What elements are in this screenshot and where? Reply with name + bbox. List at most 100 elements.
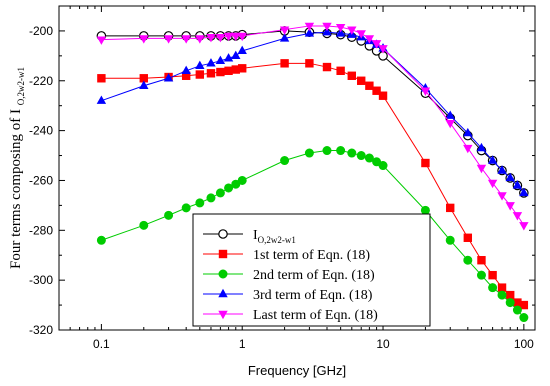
data-point bbox=[476, 142, 487, 152]
data-point bbox=[497, 290, 507, 300]
y-axis-title: Four terms composing of I O,2w2-w1 bbox=[8, 67, 26, 269]
data-point bbox=[96, 235, 106, 245]
x-tick-label: 10 bbox=[376, 337, 390, 351]
data-point bbox=[463, 127, 473, 137]
data-point bbox=[488, 270, 497, 280]
data-point bbox=[195, 35, 205, 44]
data-point bbox=[463, 255, 473, 265]
data-point bbox=[279, 33, 290, 42]
data-point bbox=[519, 222, 529, 231]
data-point bbox=[215, 55, 226, 65]
legend-label: Last term of Eqn. (18) bbox=[253, 308, 378, 323]
data-point bbox=[163, 35, 174, 44]
data-point bbox=[139, 74, 148, 83]
data-point bbox=[223, 53, 234, 62]
ticks-layer: -320 -300 -280 -260 -240 -220 -200 0.1 1 10 100 bbox=[29, 6, 535, 351]
x-tick-label: 100 bbox=[514, 337, 534, 351]
y-tick-label: -240 bbox=[29, 124, 53, 138]
data-point bbox=[364, 153, 374, 163]
data-point bbox=[357, 76, 366, 85]
data-point bbox=[322, 22, 332, 32]
data-point bbox=[96, 95, 107, 104]
data-point bbox=[181, 71, 191, 80]
data-point bbox=[476, 270, 486, 280]
legend-box bbox=[192, 213, 431, 327]
data-point bbox=[238, 64, 247, 73]
series-line bbox=[101, 30, 525, 194]
data-point bbox=[96, 36, 107, 45]
data-point bbox=[215, 188, 225, 198]
data-point bbox=[519, 300, 529, 310]
data-point bbox=[347, 26, 357, 35]
legend-label: 1st term of Eqn. (18) bbox=[253, 248, 370, 263]
data-point bbox=[505, 202, 515, 211]
data-point bbox=[488, 283, 498, 293]
y-tick-label: -200 bbox=[29, 24, 53, 38]
data-point bbox=[305, 59, 314, 68]
x-tick-label: 1 bbox=[239, 337, 246, 351]
data-point bbox=[224, 66, 233, 75]
series-5 bbox=[96, 22, 529, 231]
series-line bbox=[101, 62, 525, 306]
legend-marker bbox=[218, 310, 228, 320]
data-point bbox=[237, 45, 247, 55]
data-point bbox=[237, 32, 247, 42]
data-point bbox=[195, 60, 205, 70]
data-point bbox=[206, 33, 216, 43]
data-point bbox=[163, 73, 174, 82]
data-point bbox=[487, 179, 498, 189]
y-tick-label: -320 bbox=[29, 323, 53, 337]
x-tick-label: 0.1 bbox=[93, 337, 110, 351]
legend-label: 2nd term of Eqn. (18) bbox=[253, 268, 375, 283]
legend-item-5: Last term of Eqn. (18) bbox=[203, 308, 378, 323]
data-point bbox=[445, 110, 455, 119]
legend-marker bbox=[218, 229, 228, 239]
data-point bbox=[506, 290, 515, 300]
data-point bbox=[335, 28, 346, 37]
data-point bbox=[463, 233, 473, 242]
data-point bbox=[513, 298, 522, 307]
data-point bbox=[519, 313, 529, 323]
legend-marker bbox=[218, 288, 228, 298]
data-point bbox=[512, 212, 523, 221]
data-point bbox=[322, 26, 332, 36]
legend-marker bbox=[218, 249, 228, 259]
data-point bbox=[231, 50, 241, 60]
data-point bbox=[231, 32, 241, 42]
data-point bbox=[206, 69, 216, 78]
data-point bbox=[195, 70, 205, 79]
series-line bbox=[101, 150, 525, 318]
data-point bbox=[139, 220, 149, 230]
data-point bbox=[446, 203, 455, 213]
series-3 bbox=[96, 146, 529, 323]
data-point bbox=[476, 164, 487, 174]
data-point bbox=[206, 193, 216, 203]
data-point bbox=[304, 22, 315, 32]
data-point bbox=[322, 62, 332, 72]
data-point bbox=[519, 187, 529, 197]
data-point bbox=[463, 144, 473, 154]
data-point bbox=[336, 146, 346, 156]
data-point bbox=[97, 74, 106, 83]
data-point bbox=[280, 156, 290, 166]
data-point bbox=[445, 235, 455, 245]
data-point bbox=[378, 45, 388, 54]
y-tick-label: -280 bbox=[29, 223, 53, 237]
data-point bbox=[371, 40, 382, 49]
data-point bbox=[356, 30, 366, 39]
data-point bbox=[181, 35, 191, 44]
legend: IO,2w2-w1 1st term of Eqn. (18) 2nd term o… bbox=[192, 213, 431, 327]
data-point bbox=[223, 32, 234, 42]
data-point bbox=[347, 148, 357, 158]
data-point bbox=[365, 81, 374, 90]
data-point bbox=[139, 80, 149, 89]
legend-item-1: IO,2w2-w1 bbox=[203, 228, 296, 245]
data-point bbox=[512, 305, 522, 315]
data-point bbox=[215, 33, 226, 43]
data-point bbox=[224, 183, 234, 193]
data-point bbox=[445, 119, 455, 129]
data-point bbox=[420, 205, 430, 215]
data-point bbox=[139, 35, 149, 44]
